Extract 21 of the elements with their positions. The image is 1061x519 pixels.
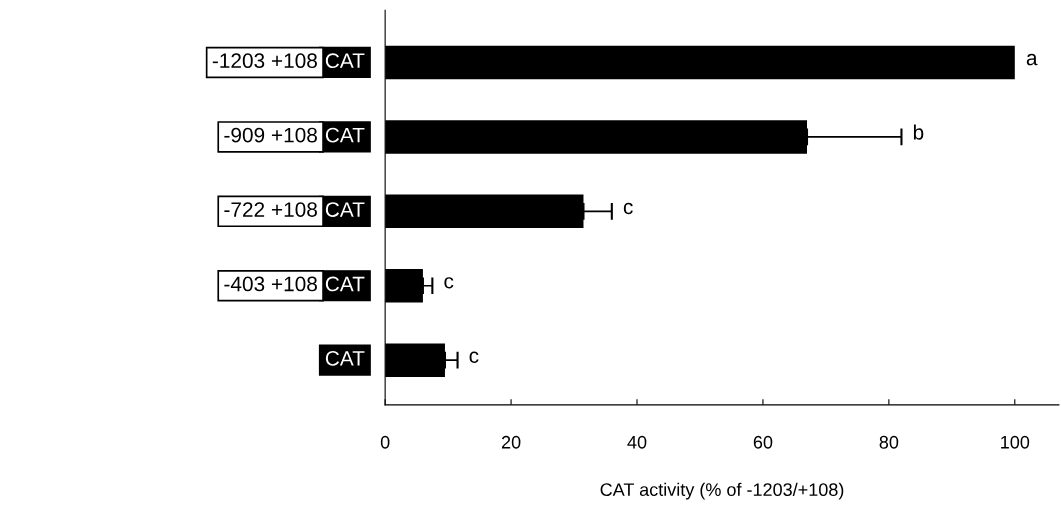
- x-axis-title: CAT activity (% of -1203/+108): [600, 482, 844, 500]
- annotation: a: [1026, 53, 1038, 66]
- text: CAT: [325, 202, 365, 217]
- text: CAT: [325, 351, 365, 366]
- y-tick-label: -722 +108: [224, 202, 317, 217]
- text: CAT: [325, 127, 365, 143]
- annotation: c: [623, 202, 633, 215]
- annotation: c: [469, 351, 479, 363]
- y-tick-label: -909 +108: [224, 127, 317, 143]
- text: CAT: [325, 276, 365, 292]
- annotation: b: [913, 124, 924, 140]
- annotation: c: [444, 277, 454, 289]
- y-tick-label: -1203 +108: [212, 53, 317, 69]
- x-tick-label: 20: [501, 435, 521, 449]
- x-tick-label: 40: [627, 435, 647, 449]
- x-tick-label: 60: [753, 435, 773, 449]
- x-tick-label: 80: [879, 435, 899, 449]
- text: CAT: [325, 53, 365, 69]
- x-tick-label: 0: [380, 435, 390, 449]
- x-tick-label: 100: [1001, 435, 1030, 449]
- y-tick-label: -403 +108: [224, 276, 317, 292]
